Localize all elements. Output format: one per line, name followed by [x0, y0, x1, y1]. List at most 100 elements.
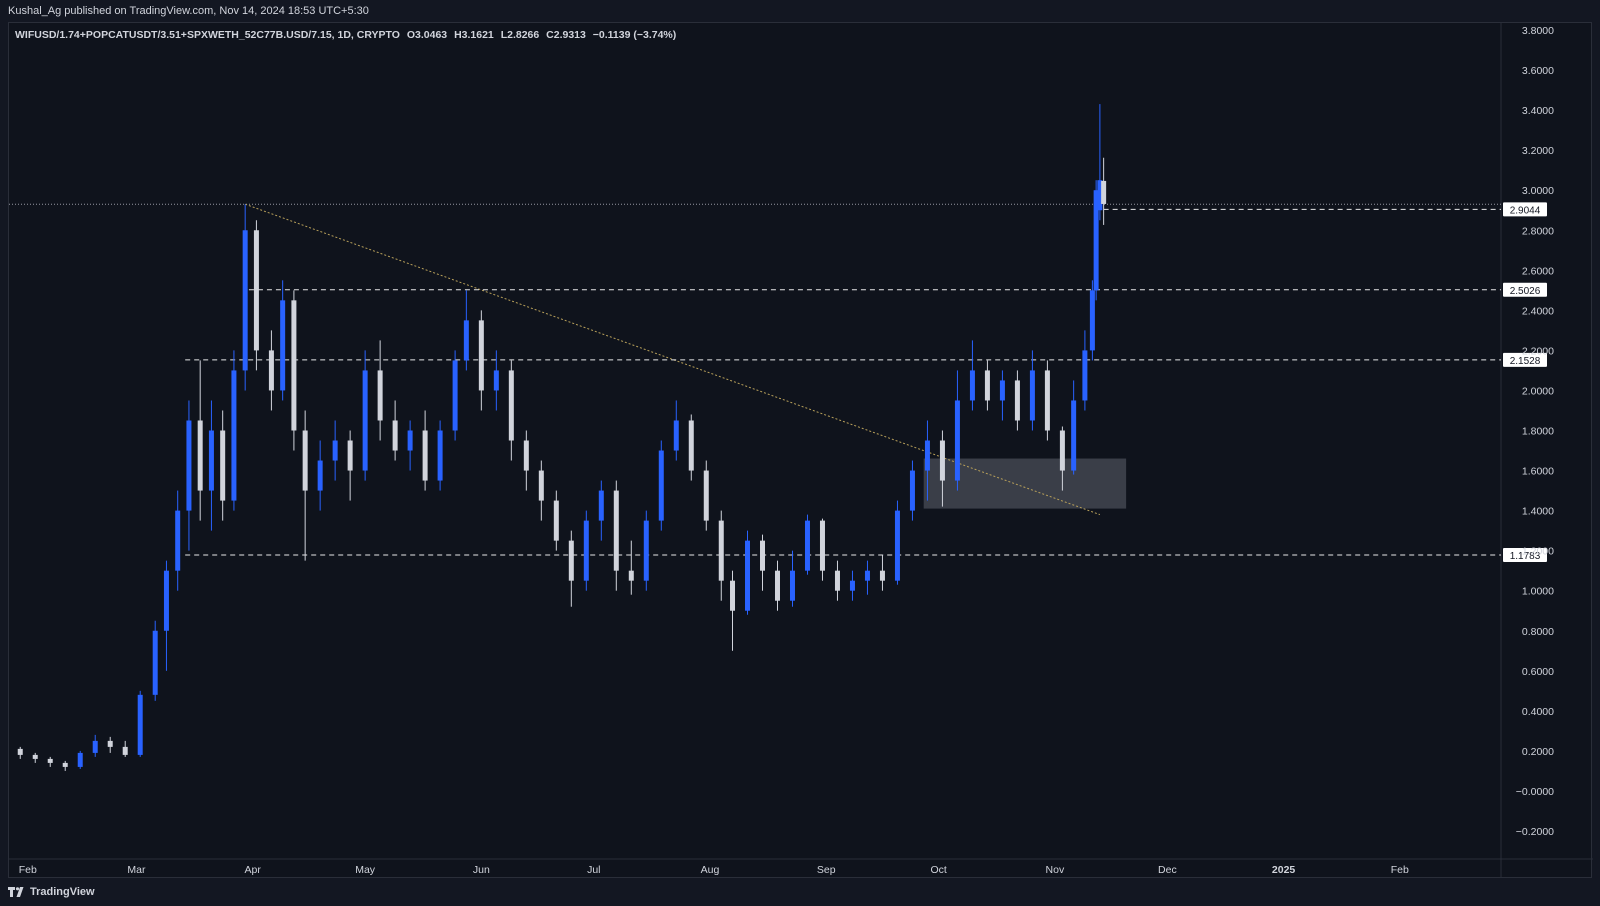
candle-body	[718, 520, 724, 581]
x-tick-label: Apr	[244, 864, 261, 876]
candle-body	[613, 490, 619, 571]
candle	[703, 460, 709, 531]
x-tick-label: 2025	[1272, 864, 1296, 876]
candle-body	[804, 520, 810, 571]
candle	[1059, 426, 1065, 491]
candle	[32, 752, 38, 763]
candle	[1014, 370, 1020, 431]
level-label-box	[1503, 282, 1547, 297]
tradingview-brand[interactable]: TradingView	[8, 886, 95, 898]
level-label-text: 2.1528	[1510, 356, 1541, 367]
candle-body	[152, 630, 158, 695]
candle	[362, 350, 368, 481]
candle-body	[452, 360, 458, 431]
candle-body	[745, 540, 751, 611]
candle	[924, 420, 930, 501]
candle-body	[1029, 370, 1035, 421]
candle	[538, 460, 544, 521]
level-label-3: 1.1783	[1503, 547, 1547, 562]
candle-body	[17, 748, 23, 755]
candle	[1029, 350, 1035, 431]
candle	[523, 430, 529, 491]
candle-body	[954, 400, 960, 481]
y-tick-label: 3.2000	[1522, 145, 1554, 157]
candle	[745, 530, 751, 615]
candle-body	[377, 370, 383, 421]
y-tick-label: 3.8000	[1522, 25, 1554, 37]
y-tick-label: 2.0000	[1522, 385, 1554, 397]
x-tick-label: Sep	[817, 864, 836, 876]
candle	[999, 370, 1005, 421]
candle-body	[759, 540, 765, 571]
candle	[553, 490, 559, 551]
chart-pane[interactable]: 2.9044 2.5026 2.1528 1.1783 3.8000 3.6000 3.40…	[8, 22, 1593, 879]
candle	[291, 290, 297, 451]
x-tick-label: Dec	[1158, 864, 1177, 876]
x-tick-label: Aug	[701, 864, 720, 876]
candle-body	[508, 370, 514, 441]
legend-close: C2.9313	[546, 29, 586, 41]
x-tick-label: Feb	[1391, 864, 1409, 876]
candle-body	[242, 230, 248, 371]
x-tick-label: Oct	[931, 864, 947, 876]
candle-body	[1014, 380, 1020, 421]
candle	[879, 554, 885, 591]
candle	[392, 400, 398, 461]
candle	[17, 746, 23, 759]
publish-attribution: Kushal_Ag published on TradingView.com, …	[8, 5, 369, 17]
candle-body	[332, 440, 338, 461]
candle-body	[347, 440, 353, 471]
x-tick-label: Mar	[127, 864, 146, 876]
y-tick-label: 2.2000	[1522, 345, 1554, 357]
candle	[1082, 330, 1088, 411]
candle	[864, 560, 870, 595]
candle-body	[879, 570, 885, 581]
legend-open: O3.0463	[406, 29, 448, 41]
candle	[407, 420, 413, 471]
candle-body	[1082, 350, 1088, 401]
candle-body	[280, 300, 286, 391]
level-label-text: 2.9044	[1510, 205, 1541, 216]
support-zone	[923, 458, 1127, 509]
candle-body	[407, 430, 413, 451]
y-tick-label: 3.6000	[1522, 65, 1554, 77]
candle	[643, 510, 649, 591]
candle	[197, 360, 203, 521]
candle-body	[628, 570, 634, 581]
candle	[208, 400, 214, 531]
candle-body	[197, 420, 203, 491]
candle	[909, 460, 915, 521]
legend-change: −0.1139 (−3.74%)	[592, 29, 677, 41]
level-label-box	[1503, 202, 1547, 217]
level-label-2: 2.1528	[1503, 352, 1547, 367]
candle-body	[220, 430, 226, 501]
candle	[280, 280, 286, 401]
candle	[317, 440, 323, 511]
candle-body	[984, 370, 990, 401]
candle	[568, 530, 574, 607]
candle	[954, 370, 960, 491]
candle-body	[437, 430, 443, 481]
candle-body	[291, 300, 297, 431]
candle	[718, 510, 724, 601]
candle-body	[77, 752, 83, 767]
footer-bar: TradingView	[0, 878, 1600, 906]
candle-body	[924, 440, 930, 471]
y-tick-label: 1.2000	[1522, 546, 1554, 558]
candle	[152, 620, 158, 701]
candle-body	[463, 320, 469, 361]
candle-body	[673, 420, 679, 451]
y-tick-label: −0.2000	[1516, 826, 1554, 838]
price-chart[interactable]: 2.9044 2.5026 2.1528 1.1783 3.8000 3.6000 3.40…	[9, 23, 1593, 879]
symbol-legend: WIFUSD/1.74+POPCATUSDT/3.51+SPXWETH_52C7…	[15, 29, 680, 41]
candle-body	[909, 470, 915, 511]
candle	[493, 350, 499, 411]
candle-body	[1089, 290, 1095, 351]
y-tick-label: 0.4000	[1522, 706, 1554, 718]
candle	[1071, 380, 1077, 475]
candle	[437, 420, 443, 491]
candle-body	[1071, 400, 1077, 471]
candle-body	[392, 420, 398, 451]
candle-body	[1044, 370, 1050, 431]
candle	[478, 310, 484, 411]
